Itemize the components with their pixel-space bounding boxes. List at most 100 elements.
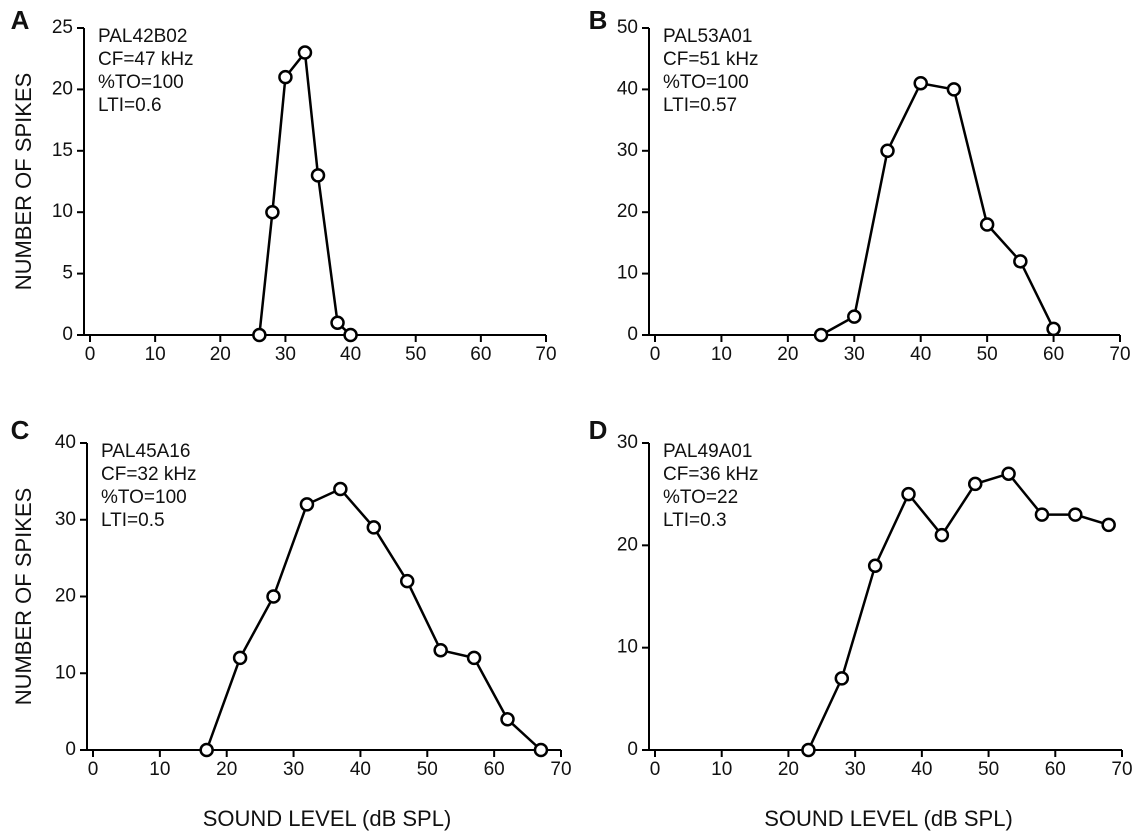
- data-line: [807, 472, 1110, 751]
- x-tick-label: 50: [977, 344, 998, 365]
- data-point: [399, 573, 415, 589]
- data-point: [199, 742, 214, 758]
- data-point: [366, 520, 382, 535]
- y-tick-label: 10: [52, 201, 73, 222]
- x-tick-label: 60: [1043, 344, 1064, 365]
- data-point: [1046, 321, 1061, 337]
- y-tick-label: 20: [52, 78, 73, 99]
- y-tick-label: 20: [617, 534, 638, 555]
- x-tick-label: 10: [711, 759, 732, 780]
- data-point: [880, 143, 895, 159]
- panel-label: C: [11, 415, 30, 445]
- data-point: [299, 497, 315, 512]
- y-tick-label: 25: [52, 17, 73, 38]
- data-point: [310, 168, 326, 183]
- annotation: %TO=100: [98, 72, 184, 93]
- data-point: [466, 650, 482, 666]
- x-tick-label: 60: [470, 344, 491, 365]
- data-point: [266, 589, 281, 604]
- x-tick-label: 0: [85, 344, 96, 365]
- data-point: [867, 558, 883, 574]
- x-tick-label: 10: [149, 759, 170, 780]
- y-tick-label: 10: [617, 263, 638, 284]
- data-point: [847, 309, 862, 324]
- data-point: [913, 76, 928, 91]
- data-point: [297, 45, 313, 60]
- data-point: [330, 315, 345, 330]
- y-tick-label: 10: [55, 662, 76, 683]
- y-tick-label: 30: [617, 140, 638, 161]
- x-axis-label: SOUND LEVEL (dB SPL): [764, 806, 1013, 831]
- y-tick-label: 40: [617, 78, 638, 99]
- x-tick-label: 40: [910, 344, 931, 365]
- annotation: LTI=0.6: [98, 95, 162, 116]
- annotation: CF=51 kHz: [663, 49, 759, 70]
- y-tick-label: 50: [617, 17, 638, 38]
- x-tick-label: 40: [340, 344, 361, 365]
- data-point: [252, 327, 267, 343]
- y-tick-label: 0: [627, 739, 638, 760]
- panel-label: D: [589, 415, 608, 445]
- annotation: %TO=100: [101, 487, 187, 508]
- annotation: CF=32 kHz: [101, 464, 197, 485]
- x-tick-label: 10: [711, 344, 732, 365]
- annotation: CF=36 kHz: [663, 464, 759, 485]
- x-tick-label: 40: [350, 759, 371, 780]
- x-tick-label: 20: [216, 759, 237, 780]
- data-point: [801, 742, 816, 758]
- data-point: [333, 481, 348, 497]
- data-point: [533, 742, 549, 758]
- y-tick-label: 10: [617, 637, 638, 658]
- annotation: %TO=100: [663, 72, 749, 93]
- x-tick-label: 0: [650, 344, 661, 365]
- panel-label: B: [589, 5, 608, 35]
- x-tick-label: 60: [484, 759, 505, 780]
- x-tick-label: 70: [1111, 759, 1132, 780]
- x-tick-label: 70: [550, 759, 571, 780]
- y-tick-label: 5: [62, 263, 73, 284]
- data-line: [258, 49, 352, 336]
- x-tick-label: 30: [283, 759, 304, 780]
- data-point: [1101, 517, 1116, 533]
- x-tick-label: 30: [275, 344, 296, 365]
- data-point: [1001, 466, 1016, 481]
- x-tick-label: 50: [405, 344, 426, 365]
- data-point: [967, 476, 983, 492]
- data-point: [1013, 254, 1028, 269]
- panel-label: A: [11, 5, 30, 35]
- data-point: [265, 204, 280, 220]
- annotation: CF=47 kHz: [98, 49, 194, 70]
- x-tick-label: 60: [1045, 759, 1066, 780]
- data-line: [820, 81, 1055, 337]
- y-tick-label: 30: [55, 509, 76, 530]
- annotation: LTI=0.5: [101, 510, 165, 531]
- annotation: %TO=22: [663, 487, 738, 508]
- y-tick-label: 40: [55, 432, 76, 453]
- annotation: LTI=0.57: [663, 95, 737, 116]
- data-point: [1068, 507, 1083, 522]
- x-tick-label: 0: [88, 759, 99, 780]
- x-tick-label: 50: [417, 759, 438, 780]
- data-point: [901, 486, 916, 502]
- y-tick-label: 15: [52, 140, 73, 161]
- data-point: [834, 671, 850, 686]
- x-tick-label: 50: [978, 759, 999, 780]
- data-point: [979, 217, 995, 232]
- data-point: [500, 712, 515, 727]
- data-point: [343, 327, 358, 343]
- y-tick-label: 0: [65, 739, 76, 760]
- y-axis-label: NUMBER OF SPIKES: [11, 73, 36, 291]
- x-tick-label: 10: [145, 344, 166, 365]
- y-tick-label: 20: [55, 586, 76, 607]
- x-tick-label: 20: [777, 344, 798, 365]
- data-point: [946, 82, 962, 97]
- x-tick-label: 30: [844, 344, 865, 365]
- annotation: PAL49A01: [663, 441, 752, 462]
- annotation: PAL53A01: [663, 26, 752, 47]
- x-tick-label: 20: [210, 344, 231, 365]
- data-point: [278, 69, 293, 85]
- x-tick-label: 40: [911, 759, 932, 780]
- y-axis-label: NUMBER OF SPIKES: [11, 488, 36, 706]
- data-point: [1034, 507, 1050, 522]
- y-tick-label: 20: [617, 201, 638, 222]
